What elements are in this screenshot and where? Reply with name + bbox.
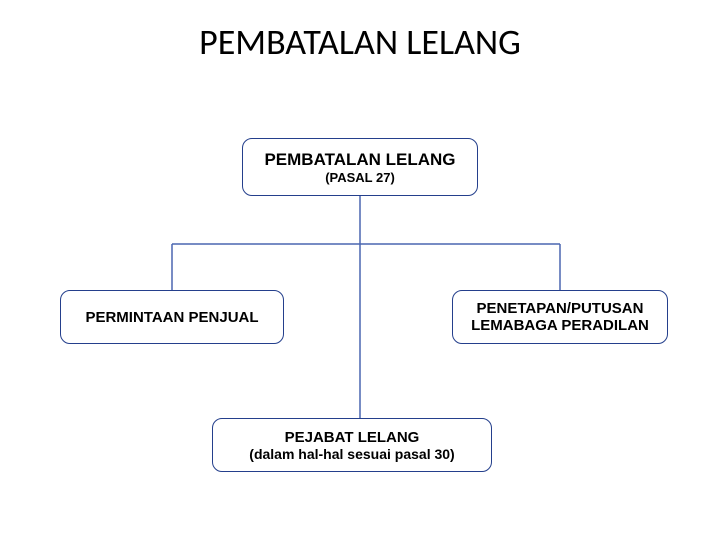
tree-bottom-child-node: PEJABAT LELANG (dalam hal-hal sesuai pas… [212,418,492,472]
bottom-node-title: PEJABAT LELANG [285,429,420,446]
tree-left-child-node: PERMINTAAN PENJUAL [60,290,284,344]
page-title: PEMBATALAN LELANG [0,20,720,64]
right-node-line2: LEMABAGA PERADILAN [471,317,649,334]
tree-root-node: PEMBATALAN LELANG (PASAL 27) [242,138,478,196]
left-node-label: PERMINTAAN PENJUAL [85,309,258,326]
tree-right-child-node: PENETAPAN/PUTUSAN LEMABAGA PERADILAN [452,290,668,344]
right-node-line1: PENETAPAN/PUTUSAN [477,300,644,317]
bottom-node-subtitle: (dalam hal-hal sesuai pasal 30) [249,446,454,462]
root-node-subtitle: (PASAL 27) [325,170,395,185]
root-node-title: PEMBATALAN LELANG [264,150,455,170]
